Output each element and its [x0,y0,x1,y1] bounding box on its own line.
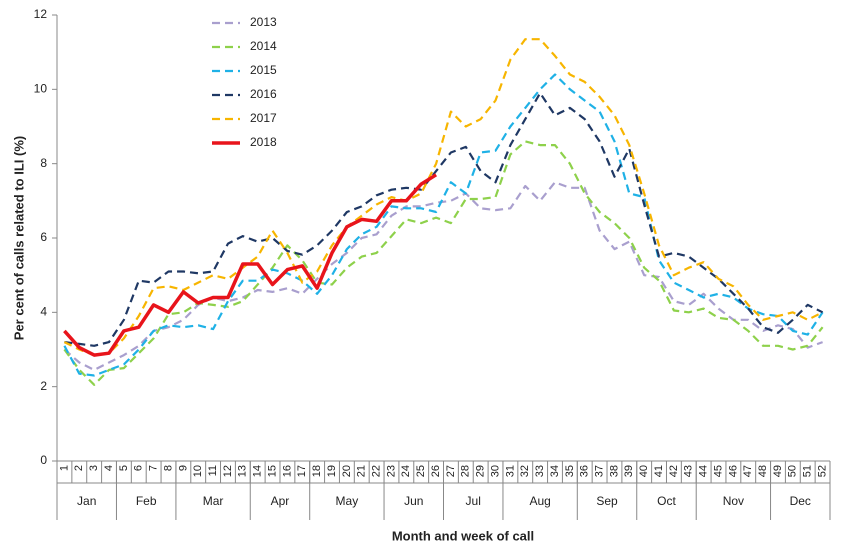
x-tick-label: 1 [58,465,70,471]
month-label: Apr [271,494,290,508]
y-tick-label: 0 [40,453,47,467]
x-tick-label: 18 [311,465,323,477]
legend-label: 2016 [250,87,277,101]
x-tick-label: 46 [727,465,739,477]
x-tick-label: 39 [623,465,635,477]
x-tick-label: 52 [816,465,828,477]
x-tick-label: 38 [608,465,620,477]
month-label: Sep [596,494,618,508]
x-tick-label: 10 [192,465,204,477]
x-tick-label: 14 [252,465,264,477]
month-label: Oct [657,494,676,508]
legend-label: 2018 [250,135,277,149]
x-tick-label: 27 [445,465,457,477]
x-tick-label: 15 [266,465,278,477]
x-tick-label: 51 [802,465,814,477]
x-tick-label: 45 [712,465,724,477]
month-label: Jun [404,494,423,508]
month-label: Aug [529,494,550,508]
x-tick-label: 5 [118,465,130,471]
x-tick-label: 7 [148,465,160,471]
legend-label: 2013 [250,15,277,29]
y-tick-label: 10 [34,82,48,96]
y-tick-label: 8 [40,156,47,170]
x-tick-label: 36 [579,465,591,477]
x-tick-label: 6 [133,465,145,471]
x-tick-label: 25 [415,465,427,477]
series-line [63,173,438,357]
x-tick-label: 49 [772,465,784,477]
x-tick-label: 31 [504,465,516,477]
x-tick-label: 32 [519,465,531,477]
series-line [63,73,824,377]
month-label: Jan [77,494,96,508]
x-tick-label: 28 [460,465,472,477]
x-tick-label: 30 [489,465,501,477]
x-tick-label: 48 [757,465,769,477]
x-tick-label: 9 [177,465,189,471]
month-label: Jul [466,494,481,508]
x-axis-label: Month and week of call [392,528,534,543]
series-line [64,91,824,347]
y-tick-label: 4 [40,305,47,319]
legend-label: 2017 [250,111,277,125]
month-label: Dec [790,494,811,508]
month-label: Feb [136,494,157,508]
x-tick-label: 33 [534,465,546,477]
x-tick-label: 24 [400,465,412,477]
x-tick-label: 35 [564,465,576,477]
y-tick-label: 12 [34,7,48,21]
series-line [63,38,824,357]
x-tick-label: 50 [787,465,799,477]
x-tick-label: 4 [103,465,115,471]
x-tick-label: 47 [742,465,754,477]
month-label: Nov [723,494,744,508]
legend-label: 2015 [250,63,277,77]
x-tick-label: 17 [296,465,308,477]
x-tick-label: 37 [593,465,605,477]
x-tick-label: 16 [281,465,293,477]
series-line [63,181,823,371]
x-tick-label: 13 [237,465,249,477]
x-tick-label: 43 [683,465,695,477]
x-tick-label: 22 [371,465,383,477]
x-tick-label: 29 [475,465,487,477]
y-tick-label: 2 [40,379,47,393]
y-tick-label: 6 [40,230,47,244]
x-tick-label: 34 [549,465,561,477]
x-tick-label: 20 [341,465,353,477]
x-tick-label: 2 [73,465,85,471]
legend-label: 2014 [250,39,277,53]
x-tick-label: 23 [385,465,397,477]
month-label: Mar [203,494,224,508]
x-tick-label: 8 [162,465,174,471]
x-tick-label: 21 [356,465,368,477]
month-label: May [336,494,359,508]
x-tick-label: 41 [653,465,665,477]
y-axis-label: Per cent of calls related to ILI (%) [11,136,26,340]
x-tick-label: 11 [207,465,219,476]
x-tick-label: 40 [638,465,650,477]
x-tick-label: 42 [668,465,680,477]
x-tick-label: 3 [88,465,100,471]
x-tick-label: 19 [326,465,338,477]
series-line [63,140,824,386]
x-tick-label: 26 [430,465,442,477]
x-tick-label: 12 [222,465,234,477]
x-tick-label: 44 [698,465,710,477]
